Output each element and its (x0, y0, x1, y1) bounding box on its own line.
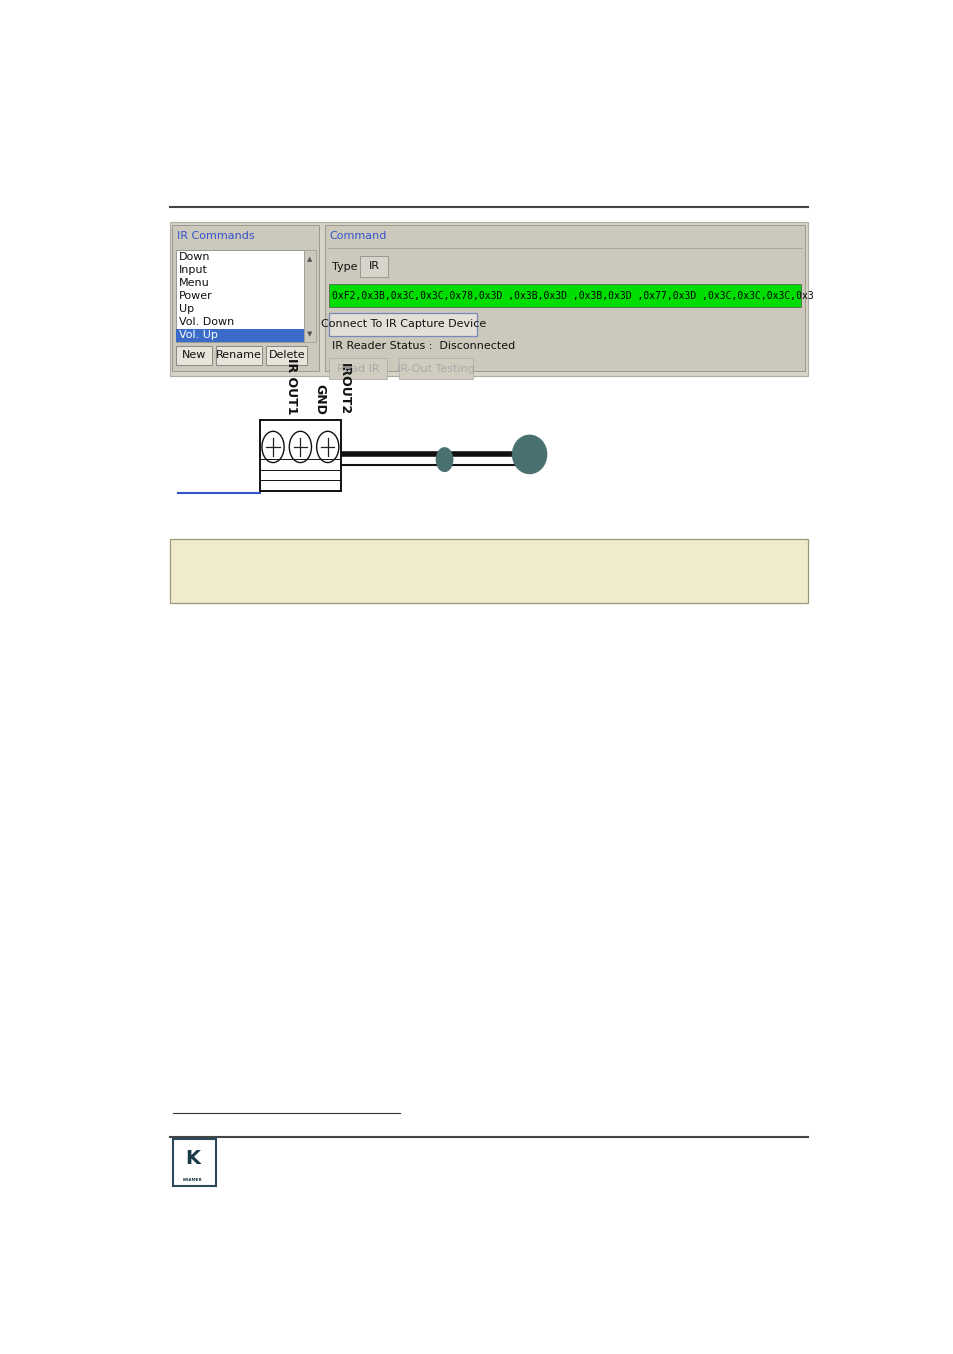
Bar (304, 250, 315, 341)
Text: Vol. Up: Vol. Up (179, 330, 218, 340)
Bar (176, 250, 304, 341)
Bar (329, 284, 801, 307)
Text: ▼: ▼ (307, 332, 313, 337)
Bar (170, 539, 807, 604)
Text: Command: Command (329, 232, 386, 241)
Ellipse shape (512, 435, 547, 474)
Text: New: New (181, 351, 206, 360)
Bar (259, 420, 341, 492)
Bar (170, 222, 807, 376)
Text: Type: Type (332, 261, 357, 272)
Bar (173, 1139, 216, 1186)
Circle shape (262, 432, 284, 463)
Circle shape (436, 447, 453, 473)
Text: Vol. Down: Vol. Down (179, 317, 234, 328)
Text: Down: Down (179, 252, 211, 261)
Bar (360, 256, 388, 278)
Text: IR OUT1: IR OUT1 (285, 359, 297, 414)
Bar (398, 359, 472, 379)
Text: 0xF2,0x3B,0x3C,0x3C,0x78,0x3D ,0x3B,0x3D ,0x3B,0x3D ,0x77,0x3D ,0x3C,0x3C,0x3C,0: 0xF2,0x3B,0x3C,0x3C,0x78,0x3D ,0x3B,0x3D… (332, 291, 813, 301)
Text: Connect To IR Capture Device: Connect To IR Capture Device (320, 320, 485, 329)
Text: ▲: ▲ (307, 256, 313, 263)
Circle shape (316, 432, 338, 463)
Bar (266, 347, 307, 364)
Bar (176, 347, 212, 364)
Text: IR Commands: IR Commands (176, 232, 254, 241)
Text: IROUT2: IROUT2 (338, 363, 351, 414)
Text: Power: Power (179, 291, 213, 301)
Text: IR Reader Status :  Disconnected: IR Reader Status : Disconnected (332, 341, 515, 351)
Circle shape (289, 432, 311, 463)
Bar (216, 347, 262, 364)
Text: Menu: Menu (179, 278, 210, 288)
Bar (329, 313, 476, 336)
Text: Rename: Rename (216, 351, 262, 360)
Bar (329, 359, 387, 379)
Text: K: K (185, 1148, 200, 1167)
Text: Delete: Delete (268, 351, 305, 360)
Text: Input: Input (179, 265, 208, 275)
Text: Read IR: Read IR (336, 364, 379, 374)
Bar (176, 329, 304, 341)
Text: GND: GND (314, 385, 327, 414)
Text: KRAMER: KRAMER (183, 1178, 202, 1182)
Bar (172, 225, 318, 371)
Text: IR: IR (369, 261, 379, 271)
Text: Up: Up (179, 305, 194, 314)
Text: IR-Out Testing: IR-Out Testing (396, 364, 474, 374)
Bar (324, 225, 804, 371)
